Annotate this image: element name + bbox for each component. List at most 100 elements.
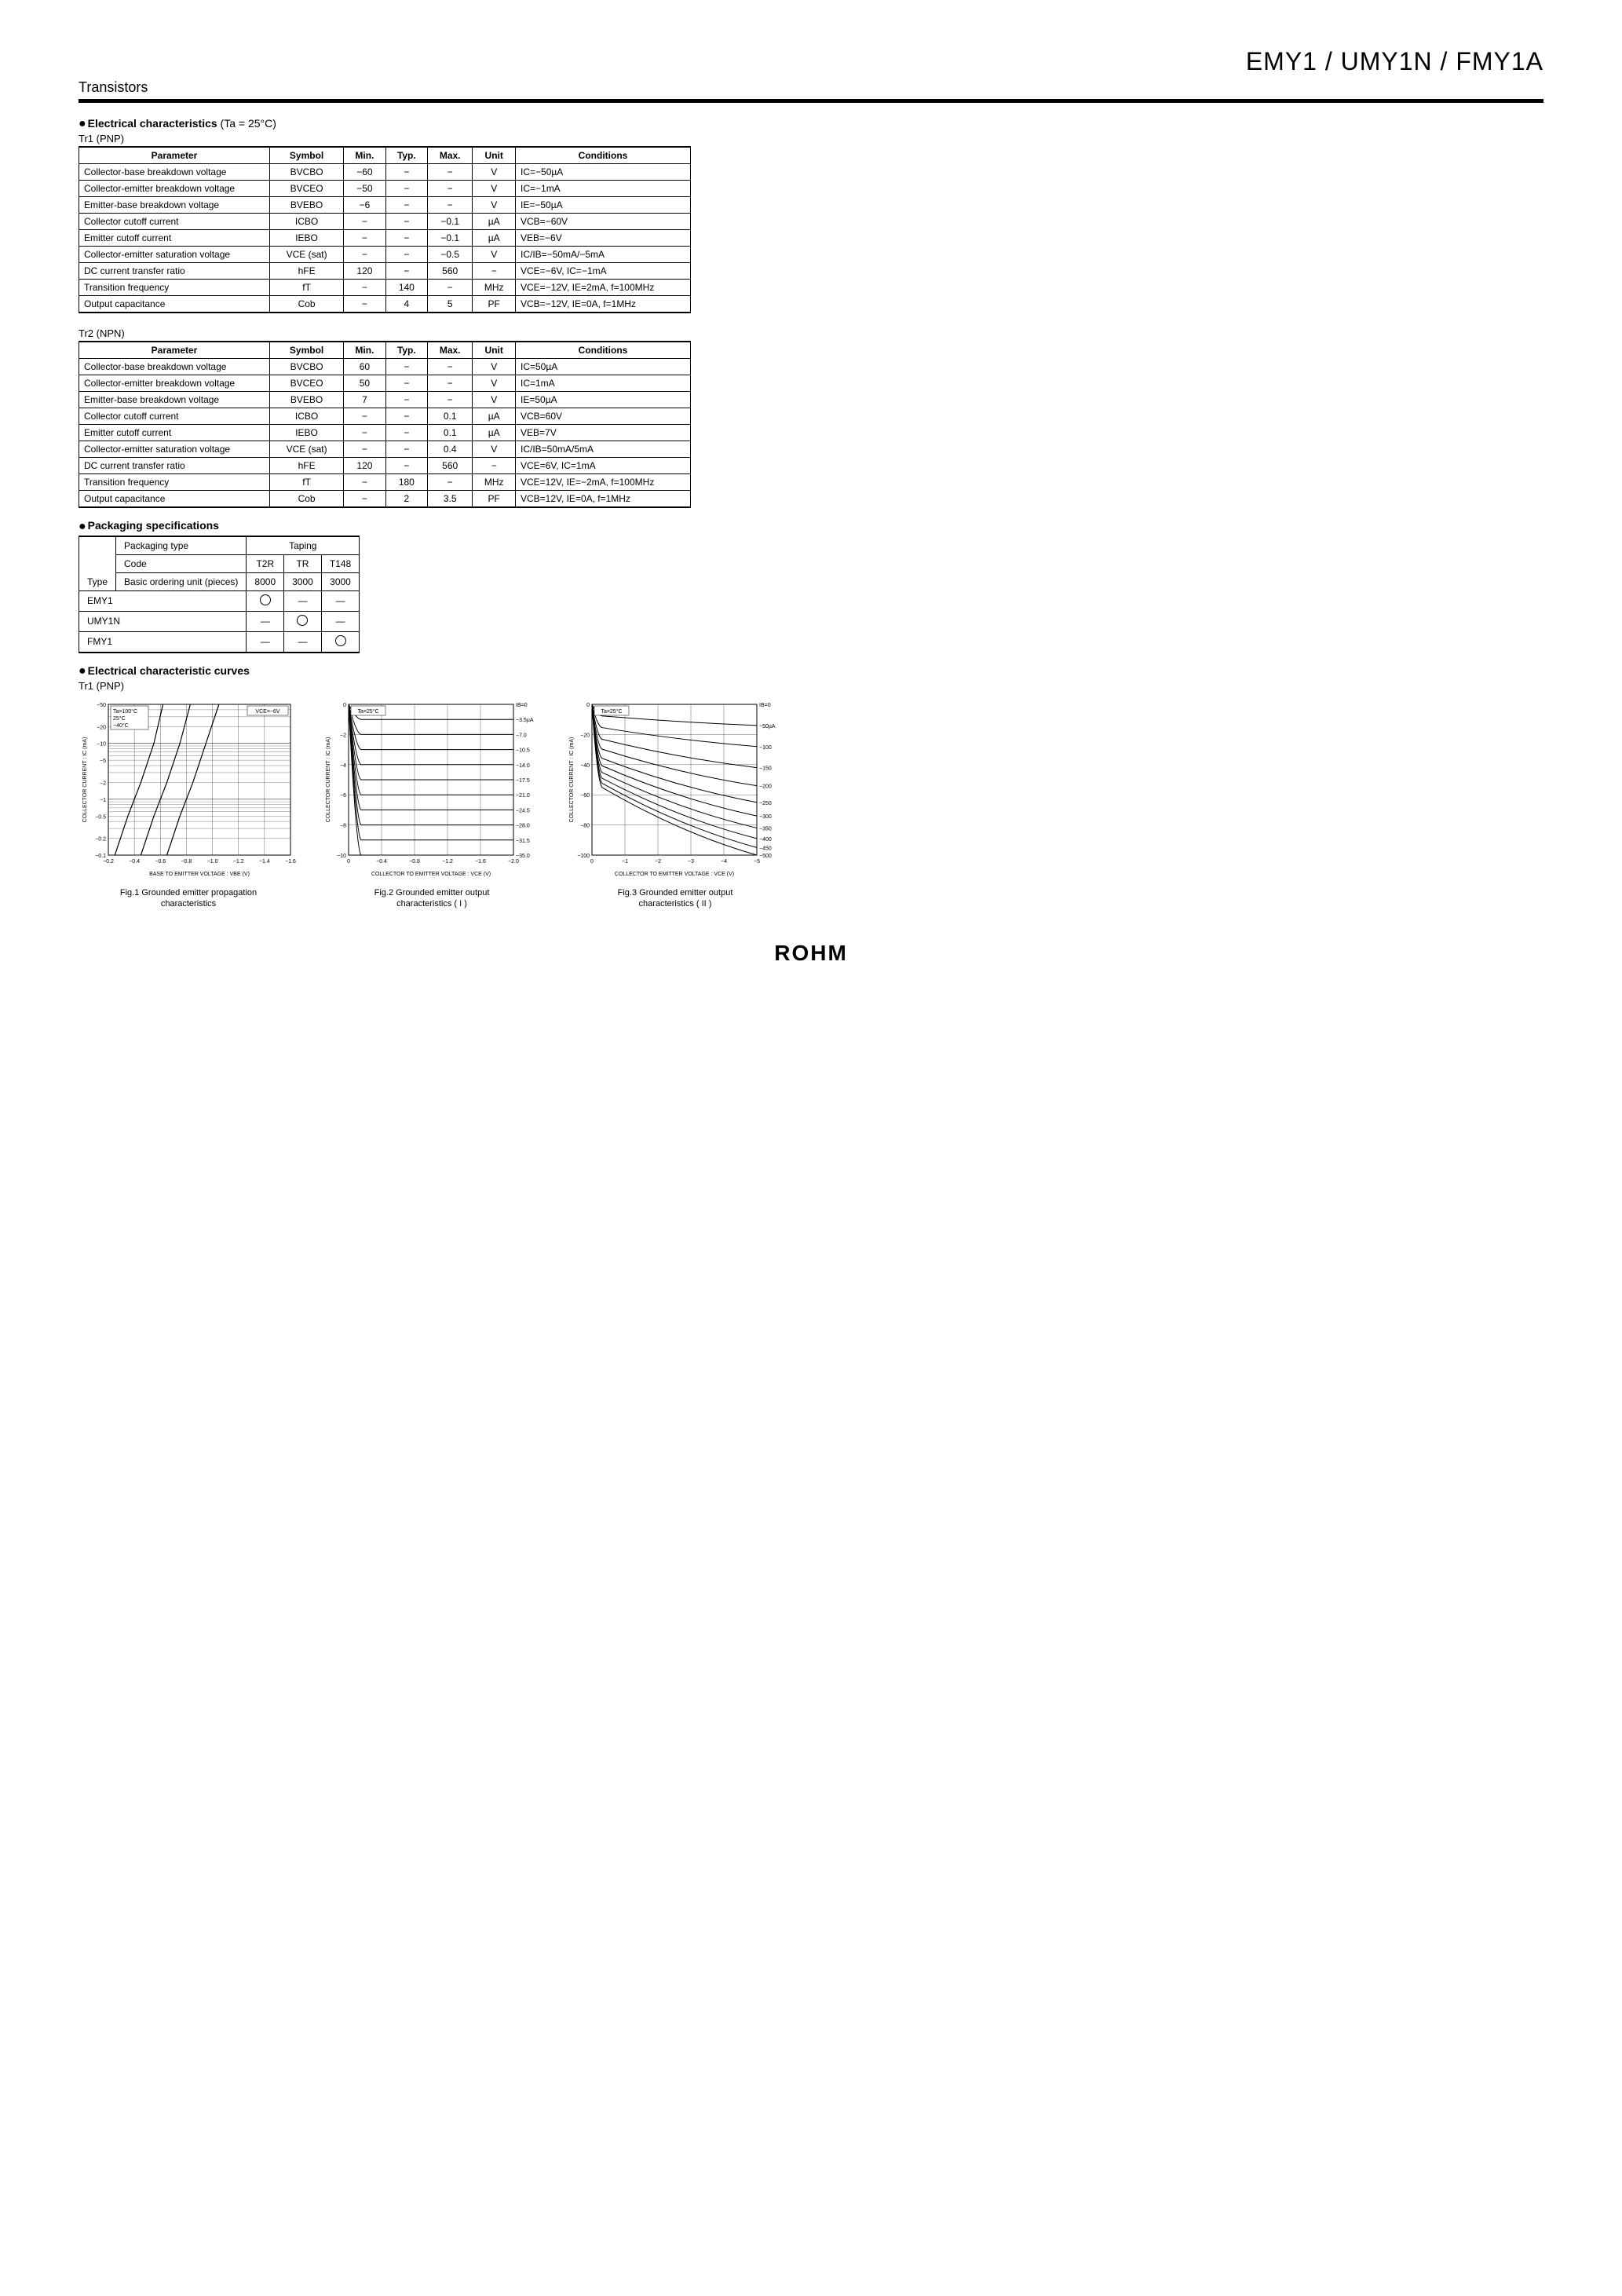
svg-text:−50µA: −50µA — [759, 724, 776, 729]
table-row: FMY1—— — [79, 631, 360, 653]
table-row: Collector cutoff currentICBO−−−0.1µAVCB=… — [79, 214, 691, 230]
fig2-chart: 0−0.4−0.8−1.2−1.6−2.00−2−4−6−8−10−35.0−3… — [322, 698, 542, 879]
typ-cell: − — [385, 375, 427, 392]
pkg-cell: — — [284, 631, 322, 653]
max-cell: 560 — [427, 263, 472, 280]
svg-text:−6: −6 — [340, 793, 346, 799]
min-cell: − — [344, 247, 386, 263]
svg-text:−80: −80 — [580, 823, 590, 828]
min-cell: 50 — [344, 375, 386, 392]
svg-text:−1.6: −1.6 — [475, 859, 486, 865]
col-conditions: Conditions — [516, 342, 691, 359]
typ-cell: − — [385, 458, 427, 474]
param-cell: Collector-base breakdown voltage — [79, 359, 270, 375]
param-cell: Emitter cutoff current — [79, 425, 270, 441]
svg-text:IB=0: IB=0 — [759, 703, 771, 708]
pkg-cell — [321, 631, 359, 653]
typ-cell: 4 — [385, 296, 427, 313]
min-cell: − — [344, 214, 386, 230]
bullet-icon: ● — [79, 664, 86, 678]
symbol-cell: BVEBO — [270, 392, 344, 408]
symbol-cell: BVCBO — [270, 359, 344, 375]
svg-text:−250: −250 — [759, 801, 772, 806]
table-row: DC current transfer ratiohFE120−560−VCE=… — [79, 458, 691, 474]
table-row: Output capacitanceCob−23.5PFVCB=12V, IE=… — [79, 491, 691, 508]
cond-cell: IC=1mA — [516, 375, 691, 392]
param-cell: DC current transfer ratio — [79, 458, 270, 474]
min-cell: − — [344, 296, 386, 313]
svg-text:−0.4: −0.4 — [376, 859, 387, 865]
tr2-table: Parameter Symbol Min. Typ. Max. Unit Con… — [79, 341, 691, 508]
packaging-table: Type Packaging type Taping Code T2R TR T… — [79, 536, 360, 653]
col-unit: Unit — [473, 147, 516, 164]
min-cell: − — [344, 491, 386, 508]
table-row: Transition frequencyfT−140−MHzVCE=−12V, … — [79, 280, 691, 296]
col-min: Min. — [344, 147, 386, 164]
typ-cell: − — [385, 408, 427, 425]
svg-text:−0.6: −0.6 — [155, 859, 166, 865]
svg-text:0: 0 — [347, 859, 350, 865]
pkg-cell: — — [284, 590, 322, 611]
svg-text:COLLECTOR CURRENT : IC (mA): COLLECTOR CURRENT : IC (mA) — [569, 737, 575, 823]
unit-cell: V — [473, 441, 516, 458]
max-cell: − — [427, 474, 472, 491]
bullet-icon: ● — [79, 117, 86, 130]
typ-cell: − — [385, 263, 427, 280]
typ-cell: − — [385, 247, 427, 263]
typ-cell: 140 — [385, 280, 427, 296]
unit-cell: V — [473, 375, 516, 392]
svg-text:−1.4: −1.4 — [259, 859, 270, 865]
svg-text:−4: −4 — [340, 763, 346, 769]
svg-text:−20: −20 — [97, 725, 106, 730]
cond-cell: IE=−50µA — [516, 197, 691, 214]
col-symbol: Symbol — [270, 147, 344, 164]
table-row: DC current transfer ratiohFE120−560−VCE=… — [79, 263, 691, 280]
param-cell: Transition frequency — [79, 280, 270, 296]
table-row: Collector-emitter saturation voltageVCE … — [79, 441, 691, 458]
svg-text:−40: −40 — [580, 763, 590, 769]
svg-text:−200: −200 — [759, 784, 772, 790]
svg-text:−3.5µA: −3.5µA — [516, 718, 534, 723]
svg-text:0: 0 — [343, 703, 346, 708]
typ-cell: − — [385, 425, 427, 441]
svg-text:−4: −4 — [721, 859, 727, 865]
unit-cell: PF — [473, 296, 516, 313]
table-row: Collector-base breakdown voltageBVCBO60−… — [79, 359, 691, 375]
qty-cell: 3000 — [284, 572, 322, 590]
cond-cell: VCB=60V — [516, 408, 691, 425]
param-cell: Collector-emitter breakdown voltage — [79, 181, 270, 197]
svg-text:−10: −10 — [337, 854, 346, 859]
symbol-cell: VCE (sat) — [270, 247, 344, 263]
table-row: Transition frequencyfT−180−MHzVCE=12V, I… — [79, 474, 691, 491]
svg-text:−14.0: −14.0 — [516, 763, 530, 769]
cond-cell: VEB=7V — [516, 425, 691, 441]
max-cell: − — [427, 375, 472, 392]
symbol-cell: Cob — [270, 296, 344, 313]
svg-text:−0.1: −0.1 — [95, 854, 106, 859]
svg-text:−1.2: −1.2 — [442, 859, 453, 865]
max-cell: − — [427, 197, 472, 214]
svg-text:−40°C: −40°C — [113, 722, 129, 729]
svg-text:−17.5: −17.5 — [516, 778, 530, 784]
min-cell: −60 — [344, 164, 386, 181]
svg-text:0: 0 — [590, 859, 594, 865]
svg-text:−0.5: −0.5 — [95, 814, 106, 820]
qty-cell: 3000 — [321, 572, 359, 590]
table-row: EMY1—— — [79, 590, 360, 611]
max-cell: − — [427, 280, 472, 296]
svg-text:−350: −350 — [759, 826, 772, 832]
svg-text:−1.6: −1.6 — [285, 859, 296, 865]
packaging-type-header: Packaging type — [116, 536, 247, 555]
svg-text:−24.5: −24.5 — [516, 808, 530, 813]
unit-cell: µA — [473, 214, 516, 230]
min-cell: 60 — [344, 359, 386, 375]
min-cell: − — [344, 230, 386, 247]
symbol-cell: ICBO — [270, 214, 344, 230]
max-cell: − — [427, 392, 472, 408]
min-cell: − — [344, 474, 386, 491]
symbol-cell: ICBO — [270, 408, 344, 425]
unit-cell: V — [473, 247, 516, 263]
fig3-box: 0−1−2−3−4−50−20−40−60−80−100−500−450−400… — [565, 698, 785, 910]
unit-cell: V — [473, 181, 516, 197]
typ-cell: − — [385, 214, 427, 230]
